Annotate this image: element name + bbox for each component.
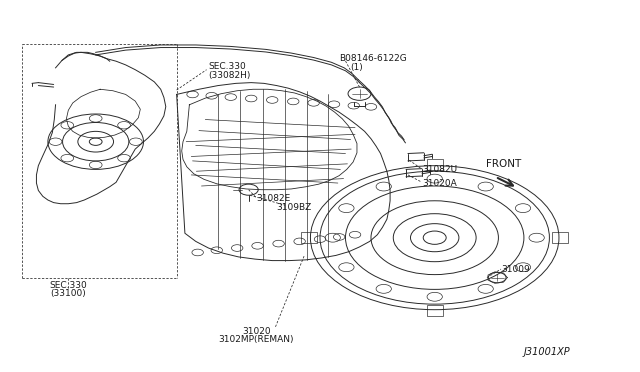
Text: 31020: 31020 — [242, 327, 271, 336]
Text: 31082E: 31082E — [256, 195, 291, 203]
Text: J31001XP: J31001XP — [524, 347, 570, 357]
Text: FRONT: FRONT — [486, 159, 521, 169]
Text: 31082U: 31082U — [422, 165, 457, 174]
Text: 3109BZ: 3109BZ — [276, 202, 312, 212]
Text: 31020A: 31020A — [422, 179, 457, 187]
Text: SEC.330: SEC.330 — [209, 61, 246, 71]
Text: (33082H): (33082H) — [209, 71, 251, 80]
Text: B08146-6122G: B08146-6122G — [339, 54, 407, 63]
Text: (33100): (33100) — [51, 289, 86, 298]
Text: 31009: 31009 — [502, 264, 531, 273]
Text: (1): (1) — [351, 62, 364, 72]
Text: 3102MP(REMAN): 3102MP(REMAN) — [218, 336, 294, 344]
Text: SEC.330: SEC.330 — [49, 281, 87, 290]
